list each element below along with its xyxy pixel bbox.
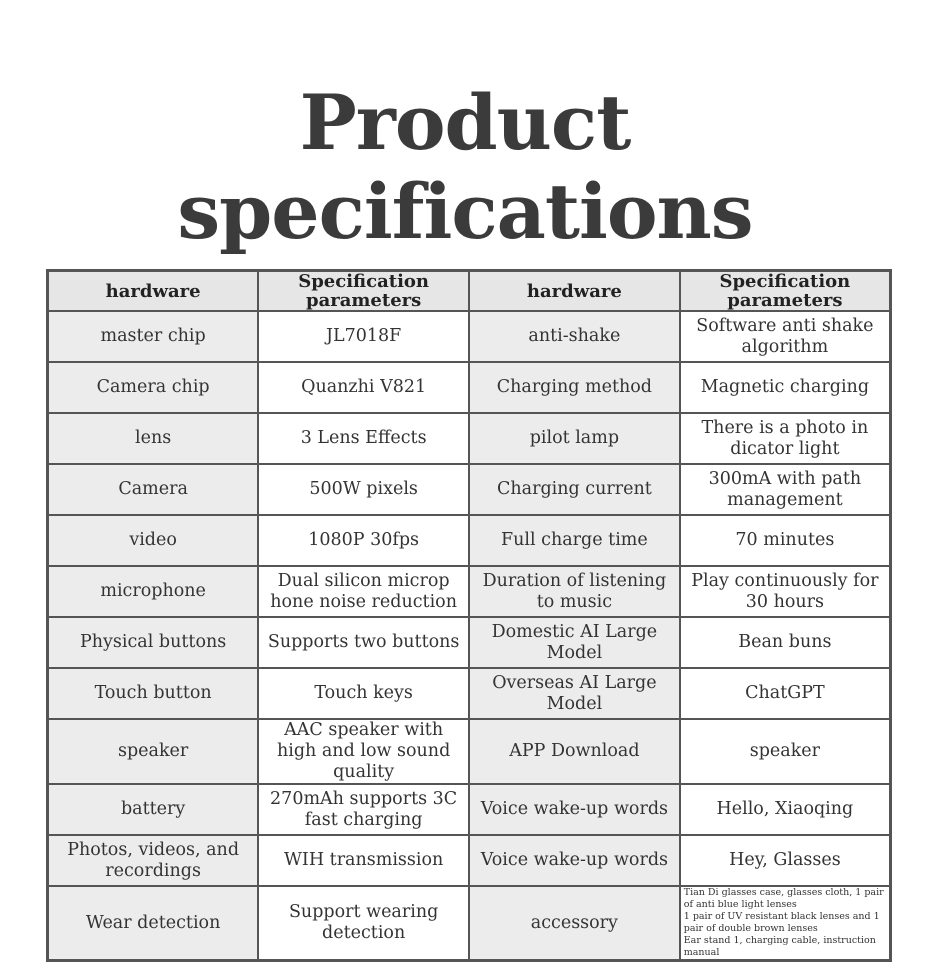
table-cell: Wear detection (46, 885, 260, 962)
table-cell: JL7018F (257, 310, 470, 363)
table-cell: Photos, videos, and recordings (46, 834, 260, 887)
table-row: Physical buttons Supports two buttons Dome… (46, 616, 892, 669)
table-cell: There is a photo in dicator light (678, 412, 892, 465)
table-cell: 300mA with path management (678, 463, 892, 516)
table-cell: lens (46, 412, 260, 465)
table-cell: 3 Lens Effects (257, 412, 470, 465)
table-cell: speaker (46, 718, 260, 785)
column-header: Specification parameters (678, 269, 892, 312)
table-cell: Dual silicon microp hone noise reduction (257, 565, 470, 618)
table-cell: master chip (46, 310, 260, 363)
table-row: Photos, videos, and recordings WIH transm… (46, 834, 892, 887)
table-cell: Magnetic charging (678, 361, 892, 414)
table-row: Wear detection Support wearing detection a… (46, 885, 892, 962)
table-cell: pilot lamp (468, 412, 681, 465)
table-cell: Domestic AI Large Model (468, 616, 681, 669)
table-row: video 1080P 30fps Full charge time 70 minut… (46, 514, 892, 567)
header-row: hardware Specification parameters hardware… (46, 269, 892, 312)
table-cell: APP Download (468, 718, 681, 785)
table-cell: microphone (46, 565, 260, 618)
table-cell: speaker (678, 718, 892, 785)
table-cell: AAC speaker with high and low sound qual… (257, 718, 470, 785)
cell-line: 1 pair of UV resistant black lenses and … (683, 911, 880, 934)
table-cell: Camera chip (46, 361, 260, 414)
table-cell: Charging method (468, 361, 681, 414)
table-cell: video (46, 514, 260, 567)
cell-line: Tian Di glasses case, glasses cloth, 1 p… (683, 887, 884, 910)
table-cell: Overseas AI Large Model (468, 667, 681, 720)
table-cell: Tian Di glasses case, glasses cloth, 1 p… (678, 885, 892, 962)
table-body: master chip JL7018F anti-shake Software ant… (46, 310, 892, 962)
table-cell: Duration of listening to music (468, 565, 681, 618)
table-cell: Supports two buttons (257, 616, 470, 669)
cell-line: Ear stand 1, charging cable, instruction… (683, 935, 876, 958)
table-row: Camera chip Quanzhi V821 Charging method Ma… (46, 361, 892, 414)
table-cell: Voice wake-up words (468, 834, 681, 887)
table-cell: 1080P 30fps (257, 514, 470, 567)
title: Product specifications (177, 78, 753, 256)
column-header: Specification parameters (257, 269, 470, 312)
table-cell: accessory (468, 885, 681, 962)
column-header: hardware (468, 269, 681, 312)
table-row: lens 3 Lens Effects pilot lamp There is a p… (46, 412, 892, 465)
table-row: speaker AAC speaker with high and low sou… (46, 718, 892, 785)
table-cell: Camera (46, 463, 260, 516)
table-cell: Full charge time (468, 514, 681, 567)
table-cell: battery (46, 783, 260, 836)
table-cell: Touch keys (257, 667, 470, 720)
spec-table: hardware Specification parameters hardware… (46, 269, 892, 962)
table-row: microphone Dual silicon microp hone noise… (46, 565, 892, 618)
table-cell: Software anti shake algorithm (678, 310, 892, 363)
table-cell: WIH transmission (257, 834, 470, 887)
table-cell: ChatGPT (678, 667, 892, 720)
table-row: battery 270mAh supports 3C fast charging V… (46, 783, 892, 836)
table-cell: 500W pixels (257, 463, 470, 516)
table-row: master chip JL7018F anti-shake Software ant… (46, 310, 892, 363)
table-cell: Charging current (468, 463, 681, 516)
table-cell: Bean buns (678, 616, 892, 669)
table-cell: Support wearing detection (257, 885, 470, 962)
table-row: Touch button Touch keys Overseas AI Large … (46, 667, 892, 720)
table-cell: Hello, Xiaoqing (678, 783, 892, 836)
table-cell: Physical buttons (46, 616, 260, 669)
table-cell: Touch button (46, 667, 260, 720)
table-cell: 70 minutes (678, 514, 892, 567)
table-cell: Quanzhi V821 (257, 361, 470, 414)
table-cell: Hey, Glasses (678, 834, 892, 887)
table-cell: Play continuously for 30 hours (678, 565, 892, 618)
table-row: Camera 500W pixels Charging current 300mA w… (46, 463, 892, 516)
column-header: hardware (46, 269, 260, 312)
table-cell: Voice wake-up words (468, 783, 681, 836)
table-cell: anti-shake (468, 310, 681, 363)
table-cell: 270mAh supports 3C fast charging (257, 783, 470, 836)
